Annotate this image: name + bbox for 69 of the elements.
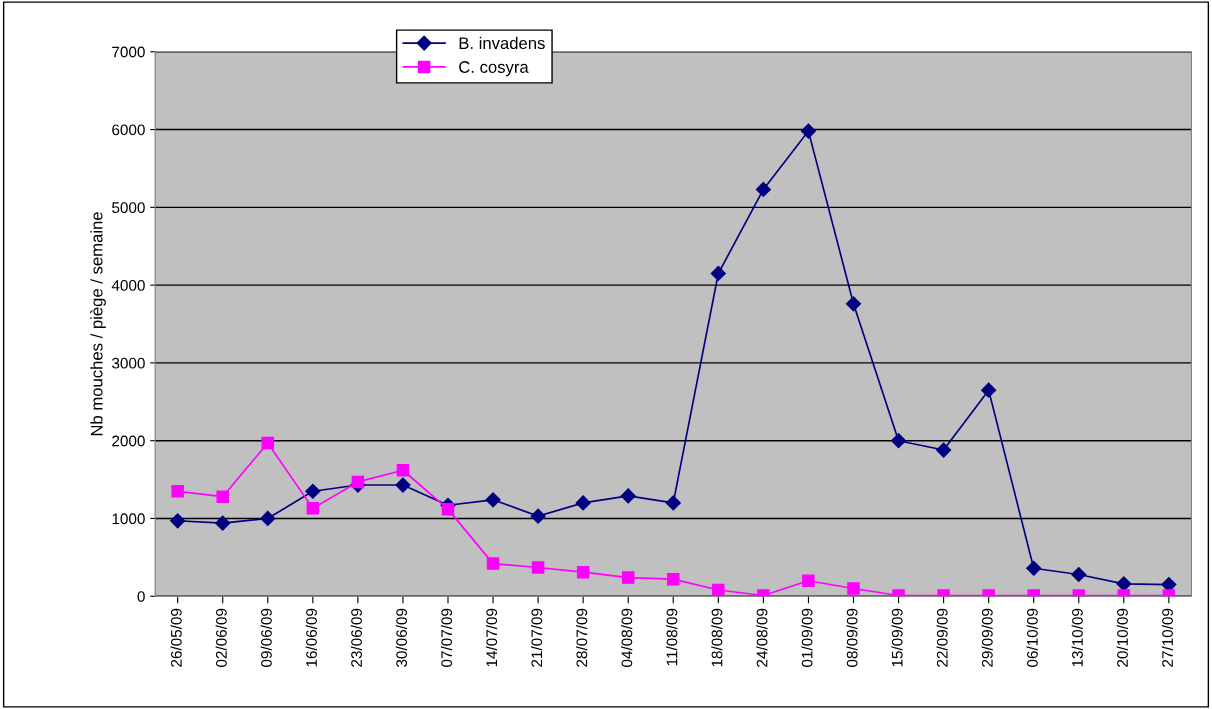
y-tick-label: 6000 — [112, 124, 145, 136]
x-tick-label: 29/09/09 — [981, 608, 993, 667]
y-tick-label: 2000 — [112, 435, 145, 447]
point — [485, 492, 501, 508]
point — [936, 442, 952, 458]
x-tick-label: 04/08/09 — [621, 608, 633, 667]
x-tick-label: 08/09/09 — [846, 608, 858, 667]
y-tick-label: 4000 — [111, 279, 145, 291]
point — [755, 181, 771, 198]
point — [710, 265, 726, 282]
point — [1071, 566, 1087, 583]
x-tick-label: 11/08/09 — [666, 608, 678, 666]
x-tick-label: 24/08/09 — [756, 608, 768, 667]
y-tick-label: 0 — [137, 591, 145, 602]
x-tick-label: 01/09/09 — [801, 608, 813, 667]
point — [800, 123, 817, 139]
x-tick-label: 22/09/09 — [936, 608, 948, 667]
x-tick-label: 23/06/09 — [350, 608, 362, 667]
x-tick-label: 20/10/09 — [1116, 608, 1128, 667]
point — [261, 436, 275, 450]
point — [305, 483, 321, 499]
point — [981, 382, 997, 398]
y-tick-label: 1000 — [112, 513, 145, 525]
point — [575, 495, 591, 511]
legend-label: B. invadens — [459, 36, 545, 50]
point — [1026, 560, 1042, 576]
point — [576, 565, 590, 579]
point — [621, 571, 635, 584]
y-tick-label: 7000 — [112, 46, 145, 58]
legend-label: C. cosyra — [459, 61, 529, 77]
x-tick-label: 02/06/09 — [215, 608, 227, 667]
point — [845, 296, 862, 312]
x-tick-label: 21/07/09 — [530, 608, 543, 667]
point — [486, 557, 500, 570]
point — [351, 475, 365, 489]
y-axis-title: Nb mouches / piège / semaine — [90, 212, 106, 436]
x-tick-label: 06/10/09 — [1026, 608, 1038, 667]
x-tick-label: 26/05/09 — [170, 608, 182, 667]
point — [890, 433, 907, 449]
point — [1116, 576, 1132, 592]
point — [216, 490, 229, 503]
point — [530, 508, 546, 524]
x-tick-label: 15/09/09 — [891, 608, 903, 667]
point — [847, 582, 860, 595]
point — [665, 495, 681, 511]
x-tick-label: 18/08/09 — [711, 608, 723, 667]
x-tick-label: 27/10/09 — [1161, 608, 1173, 667]
x-tick-label: 14/07/09 — [485, 608, 498, 667]
point — [667, 572, 680, 586]
y-tick-label: 5000 — [112, 202, 145, 214]
point — [260, 510, 276, 527]
x-tick-label: 07/07/09 — [440, 608, 453, 667]
point — [802, 574, 815, 587]
x-tick-label: 13/10/09 — [1071, 608, 1083, 667]
point — [170, 513, 186, 529]
point — [396, 464, 410, 477]
y-tick-label: 3000 — [112, 357, 145, 369]
x-tick-label: 30/06/09 — [395, 608, 408, 667]
x-tick-label: 09/06/09 — [260, 608, 272, 667]
point — [395, 477, 411, 493]
point — [306, 502, 320, 515]
point — [171, 485, 184, 498]
x-tick-label: 28/07/09 — [576, 608, 588, 667]
point — [531, 561, 545, 574]
x-tick-label: 16/06/09 — [305, 608, 317, 667]
point — [620, 488, 636, 504]
point — [712, 583, 725, 597]
point — [441, 502, 455, 516]
point — [215, 515, 231, 531]
